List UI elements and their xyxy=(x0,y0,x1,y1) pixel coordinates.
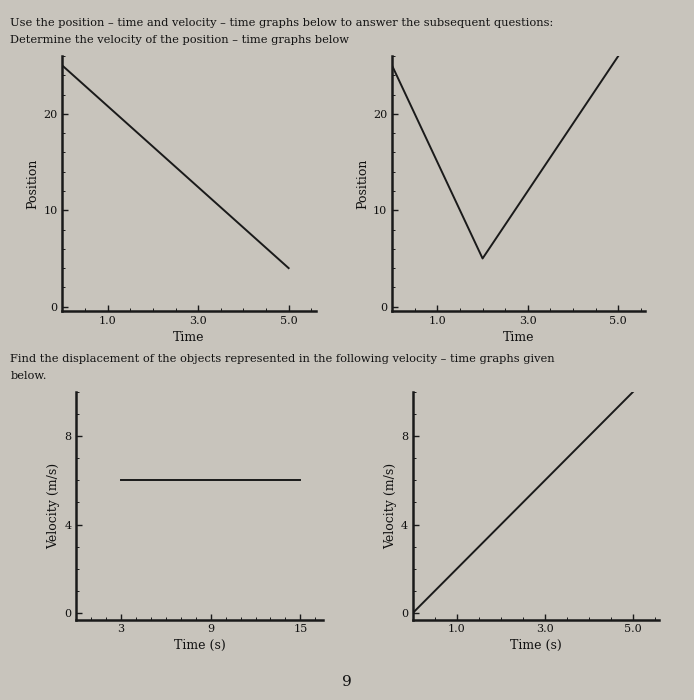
Text: 9: 9 xyxy=(342,676,352,690)
X-axis label: Time: Time xyxy=(503,330,534,344)
Y-axis label: Position: Position xyxy=(26,159,39,209)
X-axis label: Time (s): Time (s) xyxy=(510,638,562,652)
Text: Find the displacement of the objects represented in the following velocity – tim: Find the displacement of the objects rep… xyxy=(10,354,555,363)
Text: below.: below. xyxy=(10,371,47,381)
Y-axis label: Position: Position xyxy=(356,159,369,209)
X-axis label: Time: Time xyxy=(174,330,205,344)
Y-axis label: Velocity (m/s): Velocity (m/s) xyxy=(47,463,60,549)
Text: Determine the velocity of the position – time graphs below: Determine the velocity of the position –… xyxy=(10,35,349,45)
X-axis label: Time (s): Time (s) xyxy=(174,638,226,652)
Y-axis label: Velocity (m/s): Velocity (m/s) xyxy=(384,463,397,549)
Text: Use the position – time and velocity – time graphs below to answer the subsequen: Use the position – time and velocity – t… xyxy=(10,18,554,27)
